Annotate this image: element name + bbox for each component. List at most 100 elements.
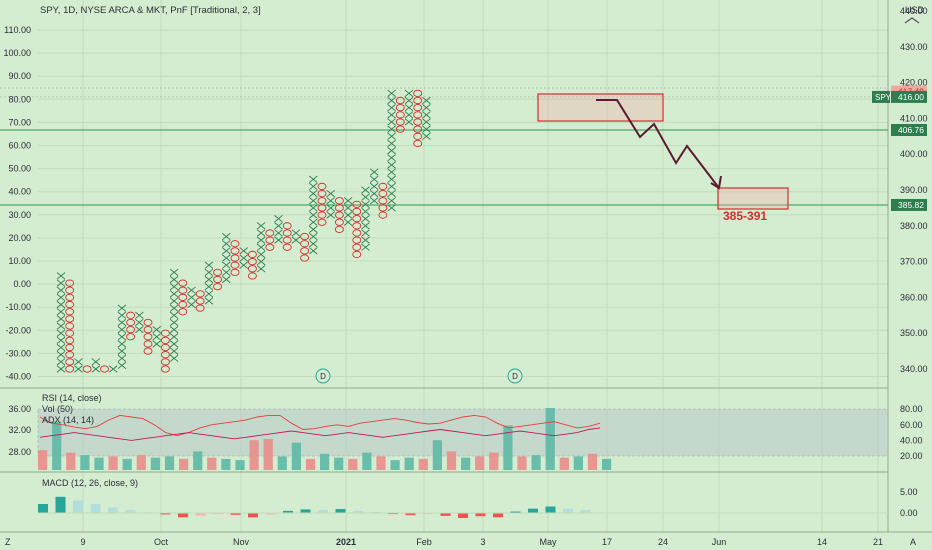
pnf-column xyxy=(126,311,136,341)
pnf-x-mark xyxy=(117,311,127,319)
left-axis-label: -40.00 xyxy=(5,372,31,382)
pnf-o-mark xyxy=(378,211,388,219)
pnf-x-mark xyxy=(387,132,396,140)
pnf-column xyxy=(65,279,75,373)
mid-left-axis-label: 32.00 xyxy=(8,425,31,435)
macd-bar xyxy=(300,509,311,513)
pnf-column xyxy=(300,232,310,262)
pnf-x-mark xyxy=(361,222,370,230)
pnf-column xyxy=(265,229,275,251)
dividend-marker[interactable]: D xyxy=(315,368,331,384)
volume-bar xyxy=(390,460,400,470)
pnf-o-mark xyxy=(265,236,275,244)
pnf-column xyxy=(230,240,240,276)
badge-value: 416.00 xyxy=(898,92,924,102)
pnf-x-mark xyxy=(422,96,431,105)
macd-histogram xyxy=(38,496,591,519)
right-axis-label: 380.00 xyxy=(900,221,928,231)
pnf-x-mark xyxy=(422,118,431,126)
pnf-column xyxy=(117,304,127,370)
pnf-x-mark xyxy=(309,240,318,248)
pnf-x-mark xyxy=(117,347,127,355)
left-axis-label: 60.00 xyxy=(8,141,31,151)
macd-legend: MACD (12, 26, close, 9) xyxy=(42,478,138,488)
pnf-o-mark xyxy=(413,132,423,140)
pnf-x-mark xyxy=(56,279,66,287)
volume-bar xyxy=(475,456,485,470)
time-axis-label: 2021 xyxy=(336,537,356,547)
pnf-column xyxy=(395,96,405,133)
pnf-o-mark xyxy=(300,247,310,255)
pnf-o-mark xyxy=(352,229,362,237)
pnf-o-mark xyxy=(247,257,257,266)
pnf-x-mark xyxy=(117,304,127,312)
pnf-o-mark xyxy=(413,104,423,112)
volume-bar xyxy=(122,458,132,470)
time-axis-label: Oct xyxy=(154,537,169,547)
pnf-o-mark xyxy=(65,343,75,352)
right-axis-label: 400.00 xyxy=(900,149,928,159)
pnf-x-mark xyxy=(361,207,370,216)
mid-right-axis-label: 20.00 xyxy=(900,451,923,461)
volume-bar xyxy=(517,456,527,470)
volume-bar xyxy=(404,457,414,470)
pnf-x-mark xyxy=(74,365,83,373)
pnf-x-mark xyxy=(361,236,370,244)
volume-bar xyxy=(559,457,569,470)
pnf-x-mark xyxy=(369,168,379,176)
badge-value: 406.76 xyxy=(898,125,924,135)
pnf-x-mark xyxy=(326,197,335,205)
pnf-o-mark xyxy=(317,182,327,191)
pnf-x-mark xyxy=(204,283,214,291)
left-axis-label: 10.00 xyxy=(8,256,31,266)
pnf-x-mark xyxy=(169,333,179,341)
pnf-x-mark xyxy=(369,189,379,198)
pnf-x-mark xyxy=(326,211,335,219)
pnf-x-mark xyxy=(56,272,66,280)
mid-right-axis: 80.00 60.00 40.00 20.00 xyxy=(900,404,923,461)
macd-bar xyxy=(265,513,276,515)
volume-bar xyxy=(461,457,471,470)
pnf-o-mark xyxy=(178,293,188,302)
pnf-x-mark xyxy=(108,365,118,373)
pnf-x-mark xyxy=(309,175,318,183)
pnf-x-mark xyxy=(404,118,414,126)
pnf-x-mark xyxy=(256,222,266,230)
left-axis-label: -10.00 xyxy=(5,302,31,312)
macd-bar xyxy=(458,513,468,519)
pnf-column xyxy=(222,232,231,284)
pnf-o-mark xyxy=(413,118,423,126)
volume-bar xyxy=(66,452,76,470)
pnf-o-mark xyxy=(65,322,75,330)
macd-bar xyxy=(510,511,521,513)
pnf-x-mark xyxy=(369,197,379,205)
macd-bar xyxy=(388,513,398,515)
pnf-x-mark xyxy=(387,175,396,183)
pnf-x-mark xyxy=(361,243,370,251)
pnf-column xyxy=(378,182,388,219)
left-axis-label: -20.00 xyxy=(5,325,31,335)
pnf-column xyxy=(82,365,92,373)
timezone-icon[interactable]: Z xyxy=(5,537,11,547)
pnf-o-mark xyxy=(247,250,257,259)
pnf-o-mark xyxy=(334,218,344,226)
pnf-x-mark xyxy=(422,104,431,112)
pnf-x-mark xyxy=(169,304,179,312)
macd-bar xyxy=(475,513,486,517)
pnf-column xyxy=(100,365,109,373)
pnf-x-mark xyxy=(309,232,318,241)
macd-axis-label: 5.00 xyxy=(900,487,918,497)
mid-left-axis-label: 28.00 xyxy=(8,447,31,457)
pnf-x-mark xyxy=(309,182,318,191)
pnf-x-mark xyxy=(239,261,248,269)
dividend-marker[interactable]: D xyxy=(507,368,523,384)
macd-bar xyxy=(90,504,101,513)
pnf-o-mark xyxy=(178,279,188,287)
pnf-o-mark xyxy=(230,261,240,269)
volume-bar xyxy=(418,458,428,470)
collapse-icon[interactable] xyxy=(901,16,923,25)
pnf-o-mark xyxy=(395,118,405,126)
rsi-legend: RSI (14, close) xyxy=(42,393,102,403)
pnf-o-mark xyxy=(395,96,405,105)
pnf-column xyxy=(247,250,257,280)
